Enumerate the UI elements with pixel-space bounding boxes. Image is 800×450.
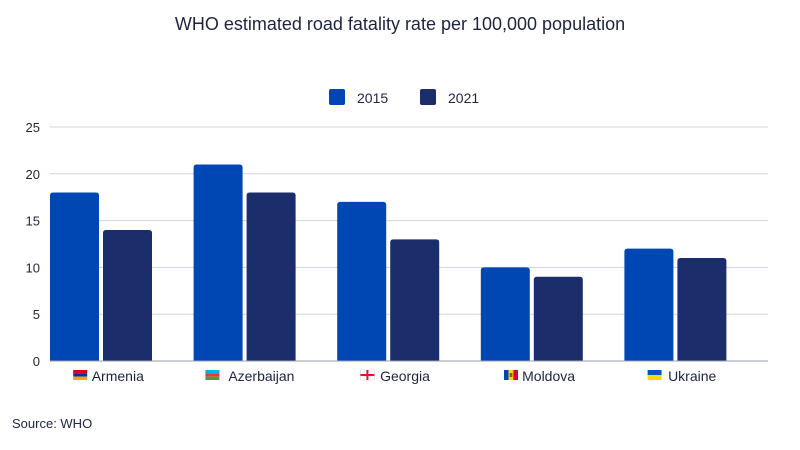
y-tick-label-0: 0 xyxy=(33,354,40,369)
legend-item-2021: 2021 xyxy=(420,89,479,106)
source-note: Source: WHO xyxy=(12,416,93,431)
legend-item-2015: 2015 xyxy=(329,89,388,106)
chart-title: WHO estimated road fatality rate per 100… xyxy=(174,14,626,34)
y-tick-label-5: 5 xyxy=(33,307,40,322)
category-ukraine: Ukraine xyxy=(647,368,717,384)
ukraine-flag-icon xyxy=(647,370,662,380)
x-tick-label-ukraine: Ukraine xyxy=(668,368,716,384)
moldova-flag-icon xyxy=(504,370,518,380)
armenia-flag-icon xyxy=(73,370,88,380)
x-tick-label-armenia: Armenia xyxy=(92,368,144,384)
bar-ukraine-2021 xyxy=(677,258,727,361)
y-tick-label-25: 25 xyxy=(26,120,40,135)
bar-georgia-2021 xyxy=(390,239,440,361)
bar-ukraine-2015 xyxy=(624,248,674,361)
y-tick-label-15: 15 xyxy=(26,214,40,229)
bars xyxy=(50,164,727,361)
y-tick-label-20: 20 xyxy=(26,167,40,182)
category-azerbaijan: Azerbaijan xyxy=(205,368,294,384)
legend-label-2021: 2021 xyxy=(448,90,479,106)
bar-georgia-2015 xyxy=(337,201,387,361)
x-axis-categories: Armenia Azerbaijan Georgia Moldova Ukraine xyxy=(73,368,717,384)
legend-swatch-2021 xyxy=(420,89,436,105)
bar-moldova-2021 xyxy=(533,276,583,361)
azerbaijan-flag-icon xyxy=(205,370,220,380)
category-moldova: Moldova xyxy=(504,368,575,384)
x-tick-label-georgia: Georgia xyxy=(380,368,430,384)
x-tick-label-moldova: Moldova xyxy=(522,368,575,384)
georgia-flag-icon xyxy=(360,369,375,381)
category-georgia: Georgia xyxy=(360,368,430,384)
bar-azerbaijan-2021 xyxy=(246,192,296,361)
bar-azerbaijan-2015 xyxy=(193,164,243,361)
x-tick-label-azerbaijan: Azerbaijan xyxy=(228,368,294,384)
legend-label-2015: 2015 xyxy=(357,90,388,106)
y-tick-label-10: 10 xyxy=(26,260,40,275)
y-axis-ticks: 0 5 10 15 20 25 xyxy=(26,120,40,369)
bar-armenia-2021 xyxy=(103,229,152,361)
bar-armenia-2015 xyxy=(50,192,99,361)
legend: 2015 2021 xyxy=(329,89,479,106)
legend-swatch-2015 xyxy=(329,89,345,105)
category-armenia: Armenia xyxy=(73,368,144,384)
bar-moldova-2015 xyxy=(480,267,530,361)
